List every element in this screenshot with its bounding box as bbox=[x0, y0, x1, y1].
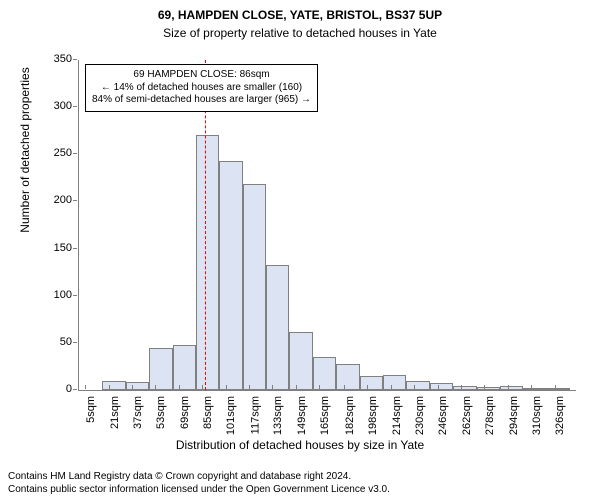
histogram-bar bbox=[149, 348, 172, 390]
histogram-bar bbox=[360, 376, 383, 390]
x-axis-label: Distribution of detached houses by size … bbox=[0, 438, 600, 452]
histogram-bar bbox=[266, 265, 289, 390]
footer-line2: Contains public sector information licen… bbox=[8, 484, 390, 497]
histogram-bar bbox=[243, 184, 266, 390]
footer-line1: Contains HM Land Registry data © Crown c… bbox=[8, 471, 390, 484]
histogram-bar bbox=[102, 381, 125, 390]
chart-container: 69, HAMPDEN CLOSE, YATE, BRISTOL, BS37 5… bbox=[0, 0, 600, 500]
y-tick: 350 bbox=[0, 53, 72, 65]
histogram-bar bbox=[173, 345, 196, 390]
y-tick: 200 bbox=[0, 194, 72, 206]
plot-area: 69 HAMPDEN CLOSE: 86sqm ← 14% of detache… bbox=[78, 60, 576, 391]
x-ticks: 5sqm21sqm37sqm53sqm69sqm85sqm101sqm117sq… bbox=[78, 390, 575, 440]
y-tick: 100 bbox=[0, 289, 72, 301]
y-tick: 0 bbox=[0, 383, 72, 395]
y-tick: 300 bbox=[0, 100, 72, 112]
histogram-bar bbox=[336, 364, 359, 390]
annotation-box: 69 HAMPDEN CLOSE: 86sqm ← 14% of detache… bbox=[85, 64, 318, 112]
chart-title: 69, HAMPDEN CLOSE, YATE, BRISTOL, BS37 5… bbox=[0, 8, 600, 22]
histogram-bar bbox=[219, 161, 242, 390]
annotation-line2: ← 14% of detached houses are smaller (16… bbox=[92, 82, 311, 95]
histogram-bar bbox=[126, 382, 149, 390]
histogram-bar bbox=[430, 383, 453, 390]
y-tick: 250 bbox=[0, 147, 72, 159]
y-ticks: 050100150200250300350 bbox=[0, 60, 72, 390]
histogram-bar bbox=[313, 357, 336, 390]
chart-subtitle: Size of property relative to detached ho… bbox=[0, 26, 600, 40]
histogram-bar bbox=[406, 381, 429, 390]
histogram-bar bbox=[383, 375, 406, 390]
y-tick: 150 bbox=[0, 242, 72, 254]
histogram-bar bbox=[196, 135, 219, 390]
annotation-line1: 69 HAMPDEN CLOSE: 86sqm bbox=[92, 69, 311, 82]
annotation-line3: 84% of semi-detached houses are larger (… bbox=[92, 94, 311, 107]
y-tick: 50 bbox=[0, 336, 72, 348]
footer: Contains HM Land Registry data © Crown c… bbox=[8, 471, 390, 496]
histogram-bar bbox=[289, 332, 312, 390]
